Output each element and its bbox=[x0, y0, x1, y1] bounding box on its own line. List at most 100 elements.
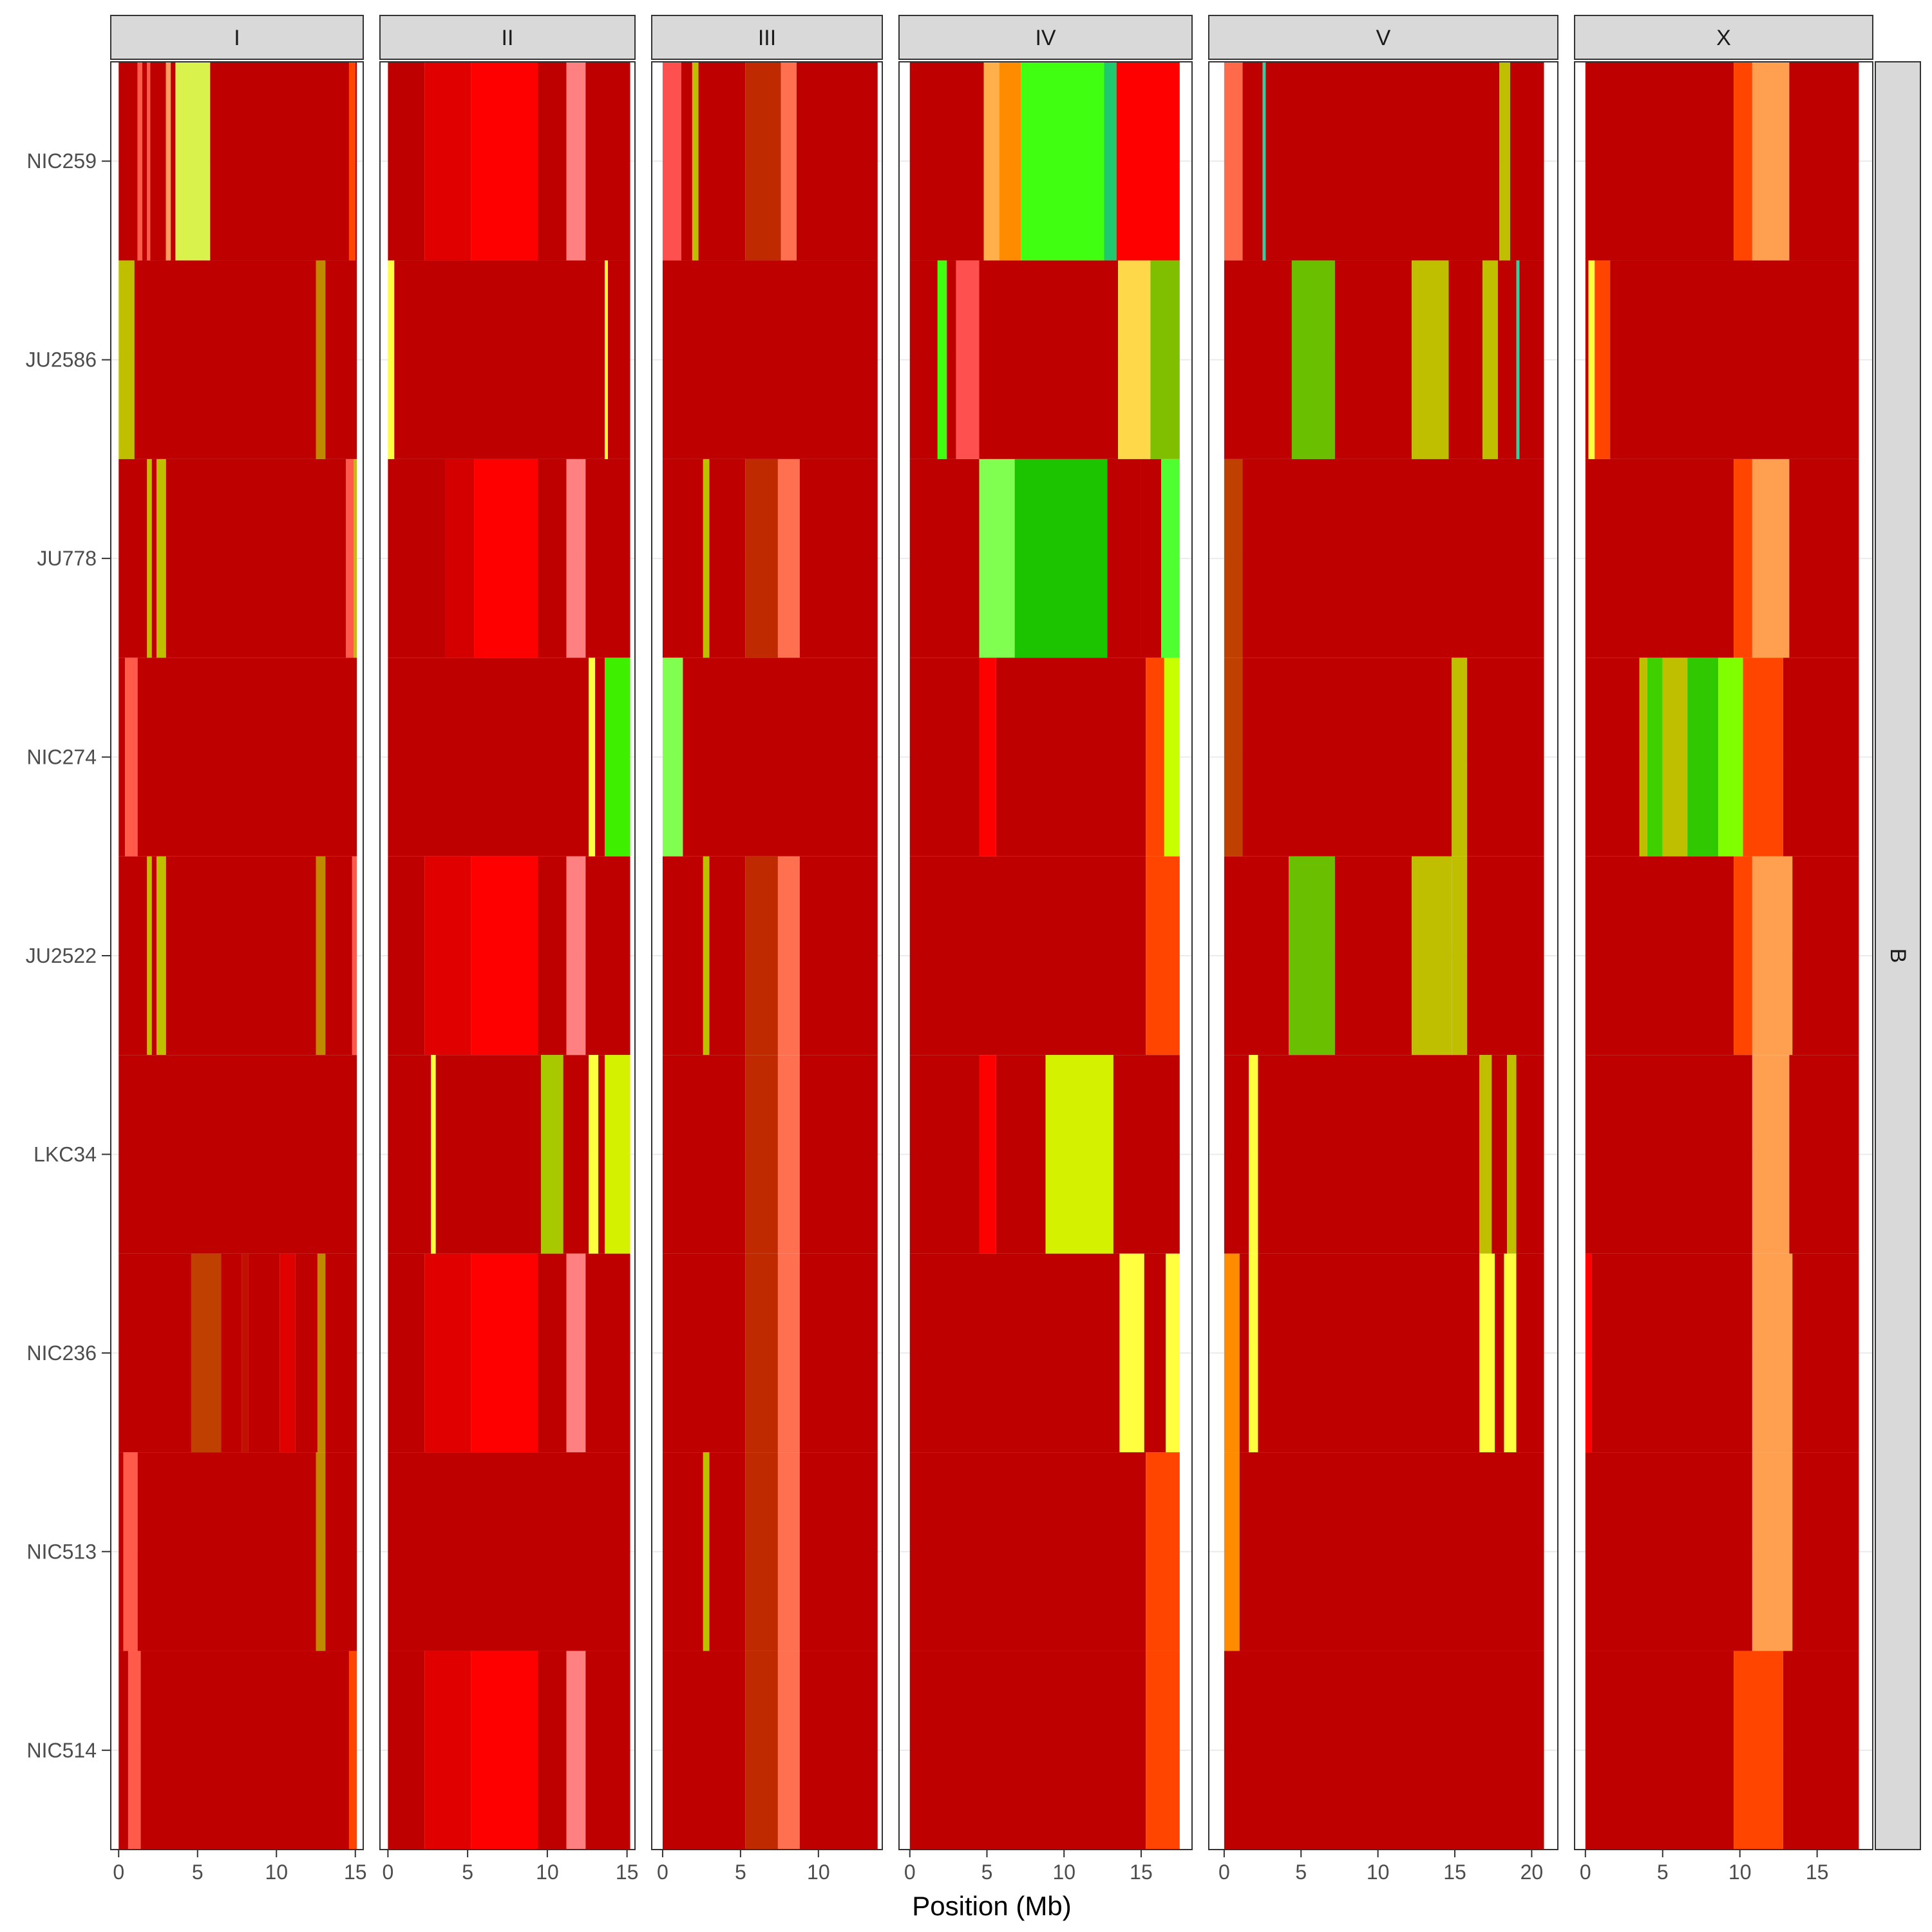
heatmap-cell bbox=[585, 62, 630, 261]
heatmap-cell bbox=[147, 856, 152, 1056]
heatmap-cell bbox=[1507, 1055, 1517, 1254]
heatmap-cell bbox=[1113, 1055, 1180, 1254]
heatmap-cell bbox=[1014, 459, 1108, 658]
row-strip-label: B bbox=[1886, 949, 1910, 963]
heatmap-cell bbox=[1224, 1452, 1240, 1651]
panel-border bbox=[898, 61, 1193, 1850]
heatmap-cell bbox=[431, 1055, 436, 1254]
heatmap-cell bbox=[316, 856, 326, 1056]
x-tick-label: 10 bbox=[536, 1861, 559, 1884]
heatmap-cell bbox=[598, 1055, 605, 1254]
heatmap-cell bbox=[538, 856, 567, 1056]
heatmap-cell bbox=[1448, 260, 1483, 459]
heatmap-cell bbox=[166, 459, 346, 658]
heatmap-cell bbox=[1792, 1253, 1859, 1453]
x-tick-label: 15 bbox=[1443, 1861, 1466, 1884]
heatmap-cell bbox=[909, 260, 938, 459]
heatmap-cell bbox=[745, 1055, 778, 1254]
heatmap-cell bbox=[585, 1651, 630, 1850]
x-tick-label: 5 bbox=[462, 1861, 473, 1884]
heatmap-cell bbox=[1265, 62, 1500, 261]
heatmap-cell bbox=[175, 62, 211, 261]
heatmap-cell bbox=[703, 459, 710, 658]
heatmap-cell bbox=[709, 1452, 746, 1651]
heatmap-cell bbox=[662, 459, 703, 658]
heatmap-cell bbox=[388, 1651, 425, 1850]
y-tick-label: JU778 bbox=[37, 547, 97, 570]
x-tick-label: 10 bbox=[1052, 1861, 1075, 1884]
heatmap-cell bbox=[388, 62, 425, 261]
heatmap-cell bbox=[388, 658, 589, 857]
heatmap-cell bbox=[147, 62, 151, 261]
heatmap-cell bbox=[1752, 856, 1793, 1056]
heatmap-cell bbox=[137, 1452, 316, 1651]
x-tick-label: 0 bbox=[1580, 1861, 1591, 1884]
heatmap-cell bbox=[151, 459, 157, 658]
heatmap-cell bbox=[445, 459, 475, 658]
heatmap-cell bbox=[166, 856, 316, 1056]
heatmap-cell bbox=[585, 1253, 630, 1453]
heatmap-cell bbox=[1504, 1253, 1517, 1453]
panel-border bbox=[110, 61, 364, 1850]
heatmap-cell bbox=[221, 1253, 242, 1453]
heatmap-cell bbox=[799, 459, 878, 658]
heatmap-cell bbox=[1224, 459, 1243, 658]
heatmap-cell bbox=[538, 62, 567, 261]
heatmap-cell bbox=[166, 62, 171, 261]
y-tick-label: NIC513 bbox=[27, 1540, 97, 1563]
heatmap-cell bbox=[692, 62, 699, 261]
heatmap-cell bbox=[996, 1055, 1046, 1254]
heatmap-cell bbox=[909, 1055, 980, 1254]
heatmap-cell bbox=[1166, 1253, 1180, 1453]
heatmap-cell bbox=[1585, 1253, 1592, 1453]
heatmap-cell bbox=[1610, 260, 1859, 459]
x-tick-label: 10 bbox=[807, 1861, 830, 1884]
heatmap-cell bbox=[471, 1253, 538, 1453]
heatmap-cell bbox=[909, 856, 1146, 1056]
y-tick-label: NIC236 bbox=[27, 1341, 97, 1365]
heatmap-cell bbox=[909, 62, 984, 261]
heatmap-cell bbox=[999, 62, 1021, 261]
heatmap-cell bbox=[979, 658, 996, 857]
y-tick-label: NIC274 bbox=[27, 746, 97, 769]
heatmap-cell bbox=[1752, 1055, 1790, 1254]
heatmap-cell bbox=[1585, 658, 1640, 857]
heatmap-cell bbox=[1482, 260, 1498, 459]
heatmap-cell bbox=[1516, 1055, 1544, 1254]
heatmap-cell bbox=[1789, 62, 1859, 261]
heatmap-cell bbox=[471, 856, 538, 1056]
heatmap-cell bbox=[1164, 658, 1180, 857]
heatmap-cell bbox=[137, 62, 142, 261]
x-tick-label: 0 bbox=[113, 1861, 124, 1884]
heatmap-cell bbox=[1510, 62, 1544, 261]
heatmap-cell bbox=[1249, 1253, 1258, 1453]
heatmap-cell bbox=[777, 1651, 800, 1850]
heatmap-cell bbox=[424, 856, 471, 1056]
heatmap-cell bbox=[745, 1452, 778, 1651]
heatmap-cell bbox=[1242, 459, 1544, 658]
column-strip-label: I bbox=[234, 26, 240, 50]
panel-border bbox=[379, 61, 636, 1850]
heatmap-cell bbox=[147, 459, 152, 658]
heatmap-cell bbox=[745, 1651, 778, 1850]
heatmap-cell bbox=[979, 459, 1015, 658]
heatmap-cell bbox=[1146, 856, 1180, 1056]
heatmap-cell bbox=[471, 62, 538, 261]
heatmap-cell bbox=[566, 1253, 586, 1453]
heatmap-cell bbox=[1239, 1452, 1544, 1651]
heatmap-cell bbox=[118, 260, 135, 459]
heatmap-cell bbox=[388, 1055, 431, 1254]
x-tick-label: 0 bbox=[1218, 1861, 1230, 1884]
heatmap-cell bbox=[1783, 658, 1859, 857]
heatmap-cell bbox=[777, 1253, 800, 1453]
heatmap-cell bbox=[909, 1651, 1146, 1850]
heatmap-cell bbox=[142, 62, 147, 261]
heatmap-cell bbox=[538, 1651, 567, 1850]
heatmap-cell bbox=[118, 459, 147, 658]
heatmap-cell bbox=[589, 658, 596, 857]
heatmap-cell bbox=[1224, 658, 1243, 857]
heatmap-cell bbox=[1585, 62, 1734, 261]
heatmap-cell bbox=[703, 856, 710, 1056]
